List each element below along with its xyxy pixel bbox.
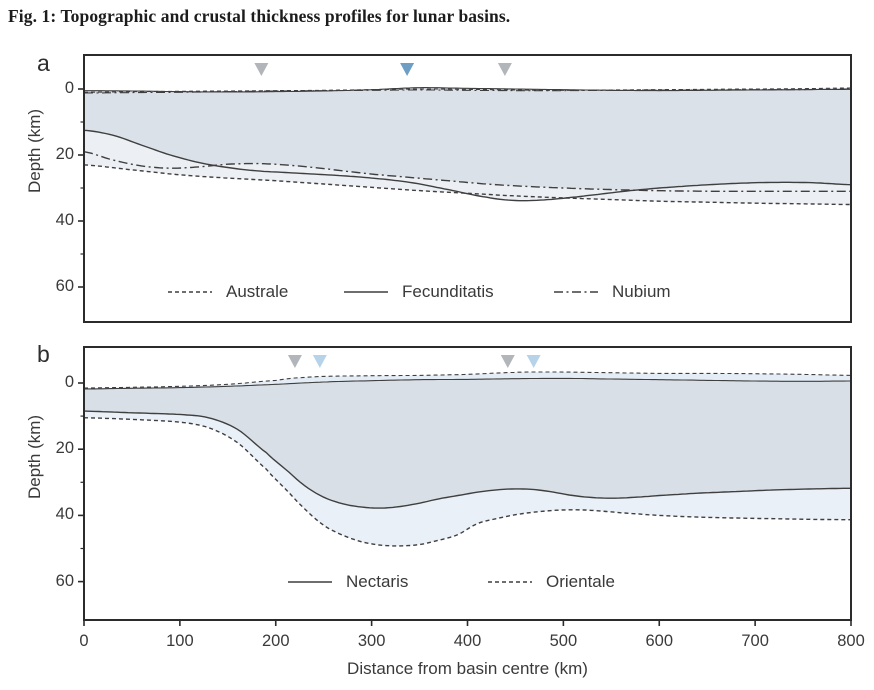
legend-label-fecunditatis: Fecunditatis	[402, 282, 494, 301]
x-tick-label-500: 500	[549, 632, 578, 650]
y-tick-label-a-20: 20	[55, 145, 74, 163]
x-axis-label: Distance from basin centre (km)	[347, 659, 588, 678]
ring-marker-b-220km	[287, 355, 302, 368]
panel-b-letter: b	[37, 341, 50, 367]
orientale-moho-line	[84, 417, 851, 547]
x-tick-label-700: 700	[741, 632, 769, 650]
australe-surface-line	[84, 87, 851, 93]
legend-item-australe: Australe	[167, 281, 288, 303]
legend-item-nectaris: Nectaris	[287, 571, 408, 593]
legend-item-nubium: Nubium	[553, 281, 671, 303]
nectaris-surface-line	[84, 377, 851, 390]
x-tick-label-0: 0	[79, 632, 89, 650]
deep-crust-fill-b	[84, 411, 851, 546]
y-axis-label-panel-b: Depth (km)	[25, 414, 44, 499]
x-tick-label-100: 100	[166, 632, 194, 650]
legend-label-nectaris: Nectaris	[346, 572, 409, 591]
surface-gap-fill-b	[84, 372, 851, 389]
y-tick-label-a-60: 60	[55, 277, 74, 295]
crust-fill-b	[84, 378, 851, 509]
figure-title: Fig. 1: Topographic and crustal thicknes…	[8, 6, 511, 26]
legend-label-orientale: Orientale	[546, 572, 615, 591]
orientale-line-sample	[488, 581, 532, 583]
y-tick-label-b-20: 20	[55, 439, 74, 458]
nectaris-line-sample	[288, 581, 332, 583]
ring-marker-b-442km	[500, 355, 515, 368]
australe-line-sample	[168, 291, 212, 293]
legend-item-fecunditatis: Fecunditatis	[343, 281, 494, 303]
legend-label-australe: Australe	[226, 282, 289, 301]
x-tick-label-400: 400	[453, 632, 482, 650]
nubium-surface-line	[84, 88, 851, 94]
x-tick-label-600: 600	[645, 632, 674, 650]
y-tick-label-b-40: 40	[55, 505, 74, 524]
ring-marker-a-439km	[497, 63, 512, 76]
nubium-moho-line	[84, 151, 851, 192]
y-tick-label-a-0: 0	[64, 79, 74, 97]
australe-moho-line	[84, 164, 851, 206]
panel-a-plot-area	[84, 87, 851, 206]
ring-marker-a-337km	[400, 63, 415, 76]
panel-a-letter: a	[37, 50, 50, 76]
y-tick-label-b-0: 0	[64, 373, 74, 391]
inter-model-fill-a	[84, 130, 851, 205]
ring-marker-b-469km	[526, 355, 541, 368]
ring-marker-a-185km	[254, 63, 269, 76]
nectaris-moho-line	[84, 410, 851, 509]
legend-item-orientale: Orientale	[487, 571, 615, 593]
crust-fill-a	[84, 87, 851, 191]
y-axis-label-panel-a: Depth (km)	[25, 108, 44, 193]
panel-b-plot-area	[84, 371, 851, 547]
nubium-line-sample	[554, 291, 598, 293]
ring-marker-b-246km	[312, 355, 327, 368]
x-tick-label-800: 800	[837, 632, 865, 650]
legend-label-nubium: Nubium	[612, 282, 671, 301]
x-tick-label-300: 300	[357, 632, 386, 650]
y-tick-label-a-40: 40	[55, 211, 74, 229]
y-tick-label-b-60: 60	[55, 571, 74, 590]
orientale-surface-line	[84, 371, 851, 389]
fecunditatis-moho-line	[84, 129, 851, 202]
fecunditatis-line-sample	[344, 291, 388, 293]
x-tick-label-200: 200	[261, 632, 290, 650]
